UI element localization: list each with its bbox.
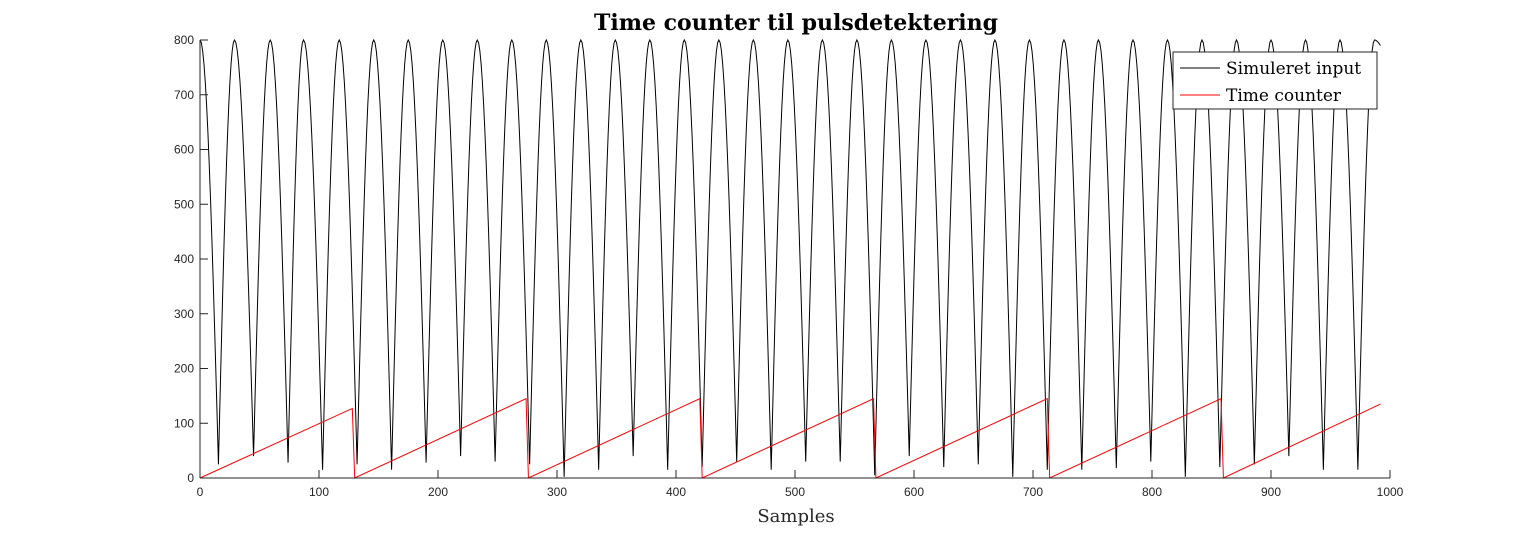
y-tick-label: 600 xyxy=(174,143,194,157)
x-axis-label: Samples xyxy=(757,506,834,527)
legend-label-time-counter: Time counter xyxy=(1226,86,1342,106)
x-axis-ticks: 0 100 200 300 400 500 600 700 800 900 1000 xyxy=(197,470,1404,499)
legend-label-simuleret-input: Simuleret input xyxy=(1226,59,1361,79)
chart-title: Time counter til pulsdetektering xyxy=(594,10,998,36)
x-tick-label: 200 xyxy=(428,485,448,499)
legend-box xyxy=(1172,51,1378,110)
x-tick-label: 300 xyxy=(547,485,567,499)
plot-area xyxy=(199,38,1381,479)
legend: Simuleret input Time counter xyxy=(1172,51,1378,110)
x-tick-label: 100 xyxy=(309,485,329,499)
x-tick-label: 600 xyxy=(904,485,924,499)
y-tick-label: 700 xyxy=(174,88,194,102)
series-line-time-counter xyxy=(199,397,1381,479)
y-tick-label: 800 xyxy=(174,33,194,47)
y-axis-ticks: 0 100 200 300 400 500 600 700 800 xyxy=(174,33,208,485)
x-tick-label: 0 xyxy=(197,485,204,499)
y-tick-label: 500 xyxy=(174,197,194,211)
y-tick-label: 400 xyxy=(174,252,194,266)
y-tick-label: 300 xyxy=(174,307,194,321)
x-tick-label: 900 xyxy=(1261,485,1281,499)
x-tick-label: 1000 xyxy=(1377,485,1404,499)
y-tick-label: 100 xyxy=(174,416,194,430)
x-tick-label: 500 xyxy=(785,485,805,499)
y-tick-label: 0 xyxy=(187,471,194,485)
series-line-simuleret-input xyxy=(199,38,1381,477)
y-tick-label: 200 xyxy=(174,362,194,376)
x-tick-label: 800 xyxy=(1142,485,1162,499)
x-tick-label: 700 xyxy=(1023,485,1043,499)
x-tick-label: 400 xyxy=(666,485,686,499)
